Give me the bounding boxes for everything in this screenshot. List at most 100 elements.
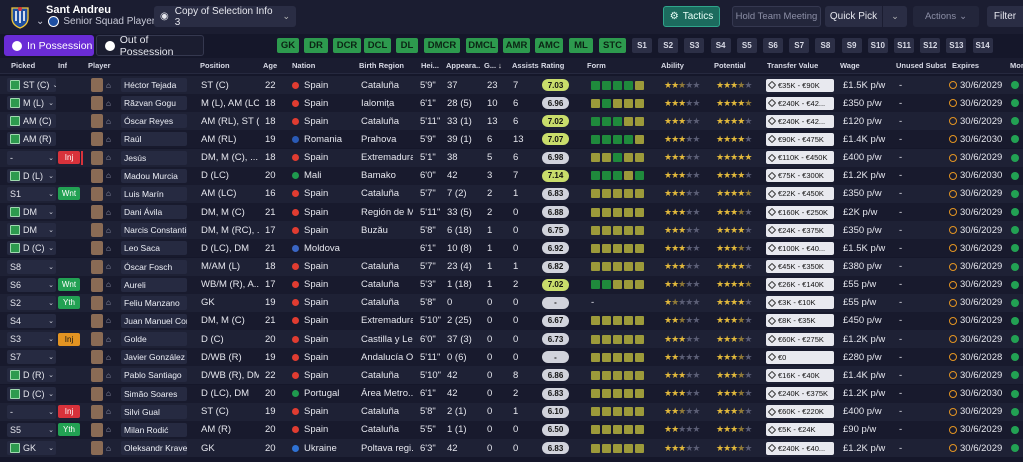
player-name[interactable]: Dani Ávila (121, 205, 187, 220)
picked-dropdown[interactable]: AM (C)⌄ (7, 114, 56, 129)
player-name[interactable]: Héctor Tejada (121, 78, 187, 92)
player-photo[interactable] (91, 114, 103, 129)
more-status-dot[interactable] (1011, 189, 1019, 198)
table-row[interactable]: S1 ⌄ Wnt ⌂ Luis Marín AM (LC) 16 Spain Cataluña 5… (0, 184, 1023, 203)
slot-chip-s4[interactable]: S4 (710, 38, 731, 53)
col-age[interactable]: Age (263, 61, 278, 70)
more-status-dot[interactable] (1011, 208, 1019, 217)
hold-team-meeting-button[interactable]: Hold Team Meeting (732, 6, 821, 27)
table-row[interactable]: AM (R)⌄ ⌂ Raúl AM (RL) 19 Romania Prahova 5'9" 3… (0, 130, 1023, 149)
position-chip-dr[interactable]: DR (304, 38, 328, 53)
player-nation[interactable]: Spain (292, 403, 354, 421)
slot-chip-s10[interactable]: S10 (867, 38, 888, 53)
info-badge[interactable]: Wnt (58, 187, 80, 201)
col-form[interactable]: Form (587, 61, 606, 70)
info-badge[interactable]: Inj (58, 151, 80, 165)
player-name[interactable]: Raúl (121, 132, 187, 147)
slot-chip-s8[interactable]: S8 (815, 38, 836, 53)
player-photo[interactable] (91, 386, 103, 401)
slot-chip-s1[interactable]: S1 (632, 38, 652, 53)
position-chip-dcr[interactable]: DCR (333, 38, 361, 53)
picked-dropdown[interactable]: S5 ⌄ (7, 422, 56, 437)
transfer-value[interactable]: €22K - €450K (766, 187, 834, 201)
player-name[interactable]: Oleksandr Kravets (121, 441, 187, 455)
position-chip-dcl[interactable]: DCL (364, 38, 391, 53)
actions-button[interactable]: Actions ⌄ (913, 6, 979, 27)
position-chip-ml[interactable]: ML (569, 38, 593, 53)
player-photo[interactable] (91, 150, 103, 165)
more-status-dot[interactable] (1011, 244, 1019, 253)
col-player[interactable]: Player (88, 61, 111, 70)
more-status-dot[interactable] (1011, 226, 1019, 235)
player-name[interactable]: Luis Marín (121, 186, 187, 201)
table-row[interactable]: D (C) ⌄ ⌂ Leo Saca D (LC), DM 21 Moldova 6'1" 10… (0, 239, 1023, 258)
picked-dropdown[interactable]: S8 ⌄ (7, 259, 56, 274)
picked-dropdown[interactable]: ST (C) ⌄ (7, 78, 56, 92)
transfer-value[interactable]: €60K - €275K (766, 332, 834, 346)
picked-dropdown[interactable]: S7 ⌄ (7, 350, 56, 365)
transfer-value[interactable]: €3K - €10K (766, 296, 834, 310)
table-row[interactable]: M (L) ⌄ ⌂ Răzvan Gogu M (L), AM (LC) 18 Spain I… (0, 94, 1023, 113)
quick-pick-menu-chevron-icon[interactable]: ⌄ (883, 6, 907, 27)
player-nation[interactable]: Mali (292, 167, 354, 185)
transfer-value[interactable]: €5K - €24K (766, 423, 834, 437)
col-unused-subs[interactable]: Unused Substi... (896, 61, 946, 70)
view-selector[interactable]: ◉ Copy of Selection Info 3 ⌄ (154, 6, 296, 28)
slot-chip-s6[interactable]: S6 (763, 38, 783, 53)
col-nation[interactable]: Nation (292, 61, 316, 70)
position-chip-amr[interactable]: AMR (503, 38, 530, 53)
table-row[interactable]: S3 ⌄ Inj ⌂ Golde D (C) 20 Spain Castilla y Le...… (0, 330, 1023, 349)
player-nation[interactable]: Spain (292, 348, 354, 366)
more-status-dot[interactable] (1011, 444, 1019, 452)
player-photo[interactable] (91, 368, 103, 383)
player-name[interactable]: Madou Murcia (121, 168, 187, 183)
player-nation[interactable]: Ukraine (292, 439, 354, 457)
table-row[interactable]: S5 ⌄ Yth ⌂ Milan Rodić AM (R) 20 Spain Cataluña 5… (0, 420, 1023, 439)
player-name[interactable]: Javier González (121, 350, 187, 365)
player-nation[interactable]: Spain (292, 312, 354, 330)
col-transfer-value[interactable]: Transfer Value (767, 61, 819, 70)
player-name[interactable]: Pablo Santiago (121, 368, 187, 383)
picked-dropdown[interactable]: S6 ⌄ (7, 277, 56, 292)
quick-pick-button[interactable]: Quick Pick (825, 6, 882, 27)
club-name[interactable]: Sant Andreu (46, 4, 111, 16)
player-nation[interactable]: Spain (292, 258, 354, 276)
col-inf[interactable]: Inf (58, 61, 68, 70)
more-status-dot[interactable] (1011, 298, 1019, 307)
info-badge[interactable]: Inj (58, 405, 80, 419)
col-height[interactable]: Hei... (421, 61, 439, 70)
picked-dropdown[interactable]: S3 ⌄ (7, 332, 56, 347)
transfer-value[interactable]: €16K - €40K (766, 368, 834, 382)
transfer-value[interactable]: €24K - €375K (766, 223, 834, 237)
col-ability[interactable]: Ability (661, 61, 684, 70)
picked-dropdown[interactable]: D (C) ⌄ (7, 386, 56, 401)
table-row[interactable]: S7 ⌄ ⌂ Javier González D/WB (R) 19 Spain Andalu… (0, 348, 1023, 367)
more-status-dot[interactable] (1011, 425, 1019, 434)
col-appearances[interactable]: Appeara... (446, 61, 480, 70)
more-status-dot[interactable] (1011, 135, 1019, 144)
more-status-dot[interactable] (1011, 371, 1019, 380)
more-status-dot[interactable] (1011, 280, 1019, 289)
player-name[interactable]: Juan Manuel Cor... (121, 313, 187, 328)
picked-dropdown[interactable]: D (C) ⌄ (7, 241, 56, 256)
col-goals[interactable]: G... (484, 61, 510, 70)
picked-dropdown[interactable]: D (R) ⌄ (7, 368, 56, 383)
player-photo[interactable] (91, 241, 103, 256)
player-photo[interactable] (91, 332, 103, 347)
transfer-value[interactable]: €0 (766, 350, 834, 364)
col-picked[interactable]: Picked (11, 61, 36, 70)
player-nation[interactable]: Spain (292, 185, 354, 203)
more-status-dot[interactable] (1011, 81, 1019, 89)
player-photo[interactable] (91, 205, 103, 220)
more-status-dot[interactable] (1011, 117, 1019, 126)
player-photo[interactable] (91, 313, 103, 328)
picked-dropdown[interactable]: GK ⌄ (7, 441, 56, 455)
table-row[interactable]: S8 ⌄ ⌂ Óscar Fosch M/AM (L) 18 Spain Cataluña 5'… (0, 257, 1023, 276)
table-row[interactable]: DM ⌄ ⌂ Narcis Constantin DM, M (RC), ... 17 Sp… (0, 221, 1023, 240)
table-row[interactable]: D (R) ⌄ ⌂ Pablo Santiago D/WB (R), DM 22 Spain… (0, 366, 1023, 385)
more-status-dot[interactable] (1011, 262, 1019, 271)
player-name[interactable]: Golde (121, 332, 187, 347)
player-nation[interactable]: Portugal (292, 385, 354, 403)
picked-dropdown[interactable]: S1 ⌄ (7, 186, 56, 201)
table-row[interactable]: S2 ⌄ Yth ⌂ Feliu Manzano GK 19 Spain Cataluña 5'8… (0, 293, 1023, 312)
